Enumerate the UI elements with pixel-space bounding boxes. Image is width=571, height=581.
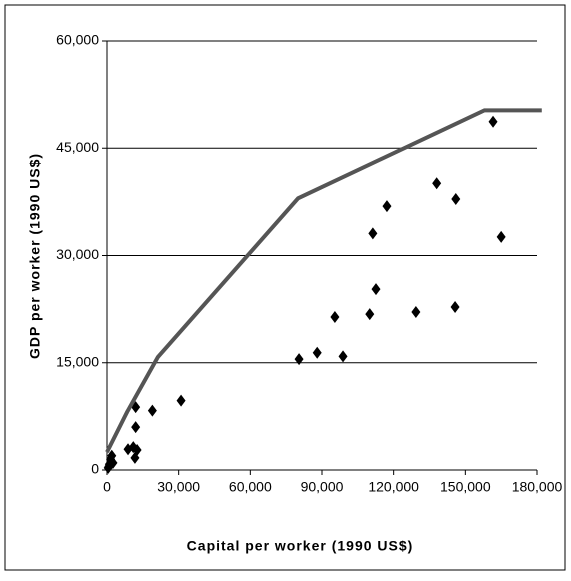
scatter-point xyxy=(411,305,421,318)
scatter-point xyxy=(132,443,142,456)
scatter-point xyxy=(451,193,461,206)
x-tick-label: 0 xyxy=(103,479,111,495)
frontier-line xyxy=(105,108,542,454)
x-tick-label: 60,000 xyxy=(229,479,272,495)
scatter-point xyxy=(368,227,378,240)
scatter-point xyxy=(294,353,304,366)
y-tick-label: 15,000 xyxy=(56,353,99,369)
scatter-point xyxy=(371,283,381,296)
y-tick-label: 60,000 xyxy=(56,32,99,48)
scatter-point xyxy=(147,404,157,417)
x-tick-label: 120,000 xyxy=(368,479,419,495)
x-axis-label: Capital per worker (1990 US$) xyxy=(187,538,414,554)
scatter-point xyxy=(365,308,375,321)
frame xyxy=(4,4,566,571)
x-tick-label: 30,000 xyxy=(157,479,200,495)
scatter-point xyxy=(312,346,322,359)
y-axis-label: GDP per worker (1990 US$) xyxy=(27,153,43,359)
y-tick-label: 30,000 xyxy=(56,246,99,262)
scatter-point xyxy=(432,177,442,190)
scatter-point xyxy=(382,200,392,213)
scatter-point xyxy=(450,300,460,313)
scatter-point xyxy=(488,115,498,128)
scatter-point xyxy=(330,310,340,323)
scatter-point xyxy=(338,350,348,363)
x-tick-label: 180,000 xyxy=(512,479,563,495)
x-tick-label: 150,000 xyxy=(440,479,491,495)
scatter-point xyxy=(496,230,506,243)
y-tick-label: 45,000 xyxy=(56,139,99,155)
scatter-point xyxy=(131,421,141,434)
scatter-point xyxy=(176,394,186,407)
scatter-point xyxy=(108,456,118,469)
x-tick-label: 90,000 xyxy=(301,479,344,495)
y-tick-label: 0 xyxy=(91,461,99,477)
